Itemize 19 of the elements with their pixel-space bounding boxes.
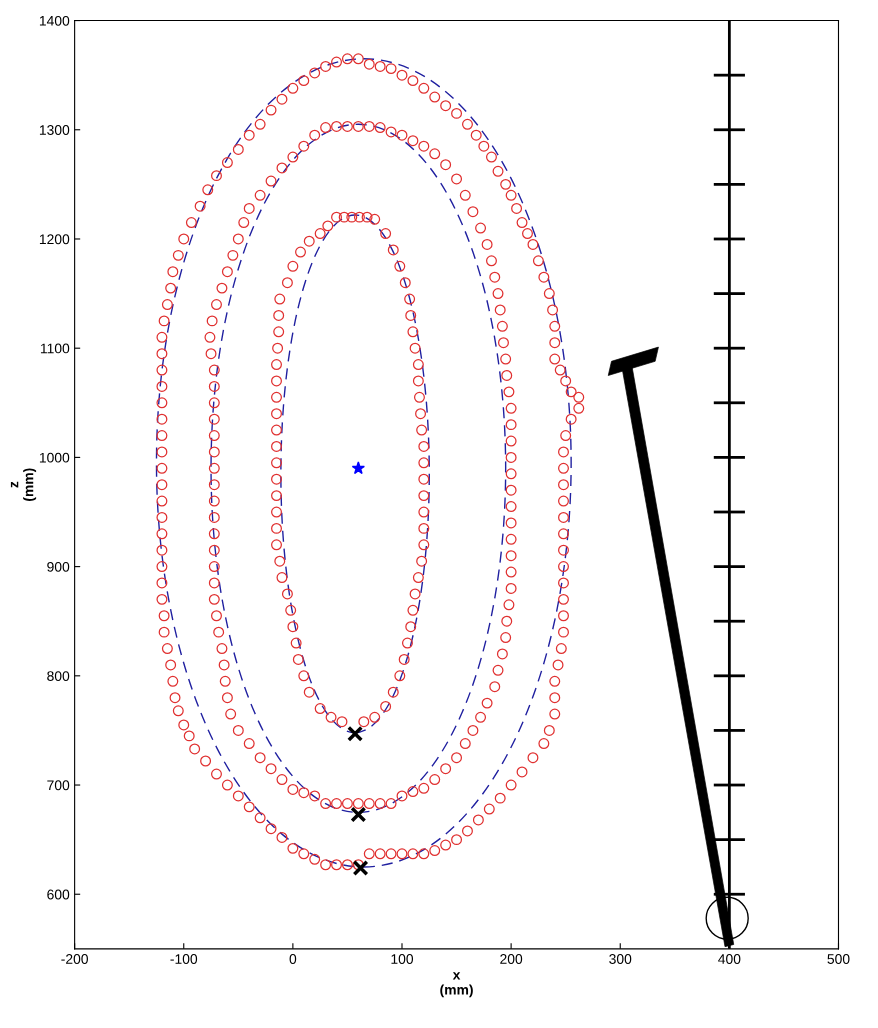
x-tick-label: 100 [391,954,414,964]
y-tick-label: 1000 [39,452,70,463]
x-tick-label: -200 [61,954,88,964]
y-tick-label: 1400 [39,15,70,26]
y-tick-label: 1100 [40,343,70,354]
x-tick-label: -100 [170,954,198,964]
x-tick-label: 400 [718,954,741,964]
x-axis-title: x (mm) [440,972,473,998]
x-tick-label: 200 [500,954,523,964]
y-tick-label: 900 [47,561,70,572]
y-tick-label: 1200 [39,234,70,245]
y-tick-label: 1300 [39,125,70,135]
y-axis-title: z (mm) [10,468,37,501]
y-tick-label: 700 [47,780,70,791]
y-tick-label: 600 [47,889,70,900]
x-tick-label: 0 [289,954,297,964]
x-tick-label: 500 [827,954,850,964]
x-tick-label: 300 [609,954,632,964]
y-tick-label: 800 [47,671,70,681]
